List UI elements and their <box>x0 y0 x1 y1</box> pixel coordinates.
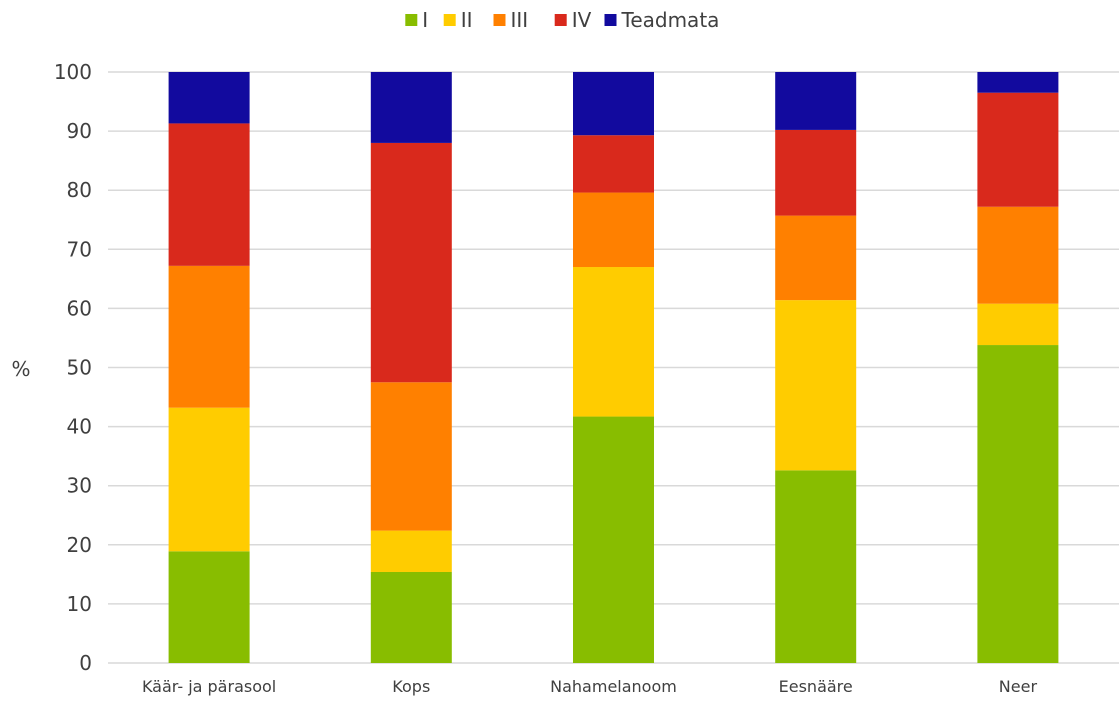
bar-segment <box>977 206 1059 304</box>
bar-segment <box>573 416 654 663</box>
x-tick-label: Neer <box>999 677 1038 696</box>
bar-segment <box>775 470 857 663</box>
legend-label: II <box>461 8 473 32</box>
bar-segment <box>370 530 452 572</box>
y-tick-label: 0 <box>79 651 92 675</box>
x-tick-label: Eesnääre <box>779 677 853 696</box>
legend-swatch <box>604 14 617 26</box>
bar-segment <box>168 72 250 124</box>
legend-label: I <box>422 8 428 32</box>
legend-swatch <box>554 14 567 26</box>
legend-swatch <box>405 14 418 26</box>
y-tick-label: 100 <box>54 60 92 84</box>
bar-segment <box>573 72 654 136</box>
y-axis-tick-labels: 0 10 20 30 40 50 60 70 80 90 100 <box>54 60 92 675</box>
bar-segment <box>168 551 250 663</box>
bar-segment <box>573 135 654 193</box>
bar-segment <box>370 72 452 143</box>
legend-label: III <box>511 8 529 32</box>
legend-item: Teadmata <box>604 8 720 32</box>
y-tick-label: 10 <box>67 592 92 616</box>
bar-segment <box>370 571 452 663</box>
y-tick-label: 50 <box>67 356 92 380</box>
bar-segment <box>775 72 857 130</box>
bar-segment <box>977 92 1059 207</box>
y-axis-label: % <box>11 357 30 381</box>
legend-item: IV <box>554 8 592 32</box>
x-tick-label: Nahamelanoom <box>550 677 677 696</box>
x-tick-label: Kops <box>392 677 430 696</box>
y-tick-label: 40 <box>67 415 92 439</box>
bar-segment <box>977 345 1059 663</box>
bar-segment <box>977 303 1059 346</box>
legend-item: II <box>443 8 473 32</box>
bar-segment <box>775 215 857 301</box>
legend-swatch <box>493 14 506 26</box>
bar-segment <box>168 123 250 266</box>
bars <box>168 72 1059 663</box>
legend-item: III <box>493 8 529 32</box>
bar-segment <box>977 72 1059 93</box>
y-tick-label: 30 <box>67 474 92 498</box>
x-axis-tick-labels: Käär- ja pärasool Kops Nahamelanoom Eesnäär… <box>142 677 1037 696</box>
bar-segment <box>573 192 654 268</box>
legend-label: Teadmata <box>621 8 720 32</box>
bar-segment <box>775 129 857 216</box>
y-tick-label: 60 <box>67 296 92 320</box>
legend: I II III IV Teadmata <box>405 8 719 32</box>
legend-swatch <box>443 14 456 26</box>
bar-segment <box>370 382 452 531</box>
y-tick-label: 80 <box>67 178 92 202</box>
y-tick-label: 20 <box>67 533 92 557</box>
bar-segment <box>168 407 250 552</box>
bar-segment <box>775 300 857 471</box>
bar-segment <box>573 267 654 417</box>
legend-item: I <box>405 8 428 32</box>
bar-segment <box>168 265 250 408</box>
x-tick-label: Käär- ja pärasool <box>142 677 276 696</box>
legend-label: IV <box>572 8 592 32</box>
bar-segment <box>370 142 452 383</box>
y-tick-label: 90 <box>67 119 92 143</box>
y-tick-label: 70 <box>67 237 92 261</box>
